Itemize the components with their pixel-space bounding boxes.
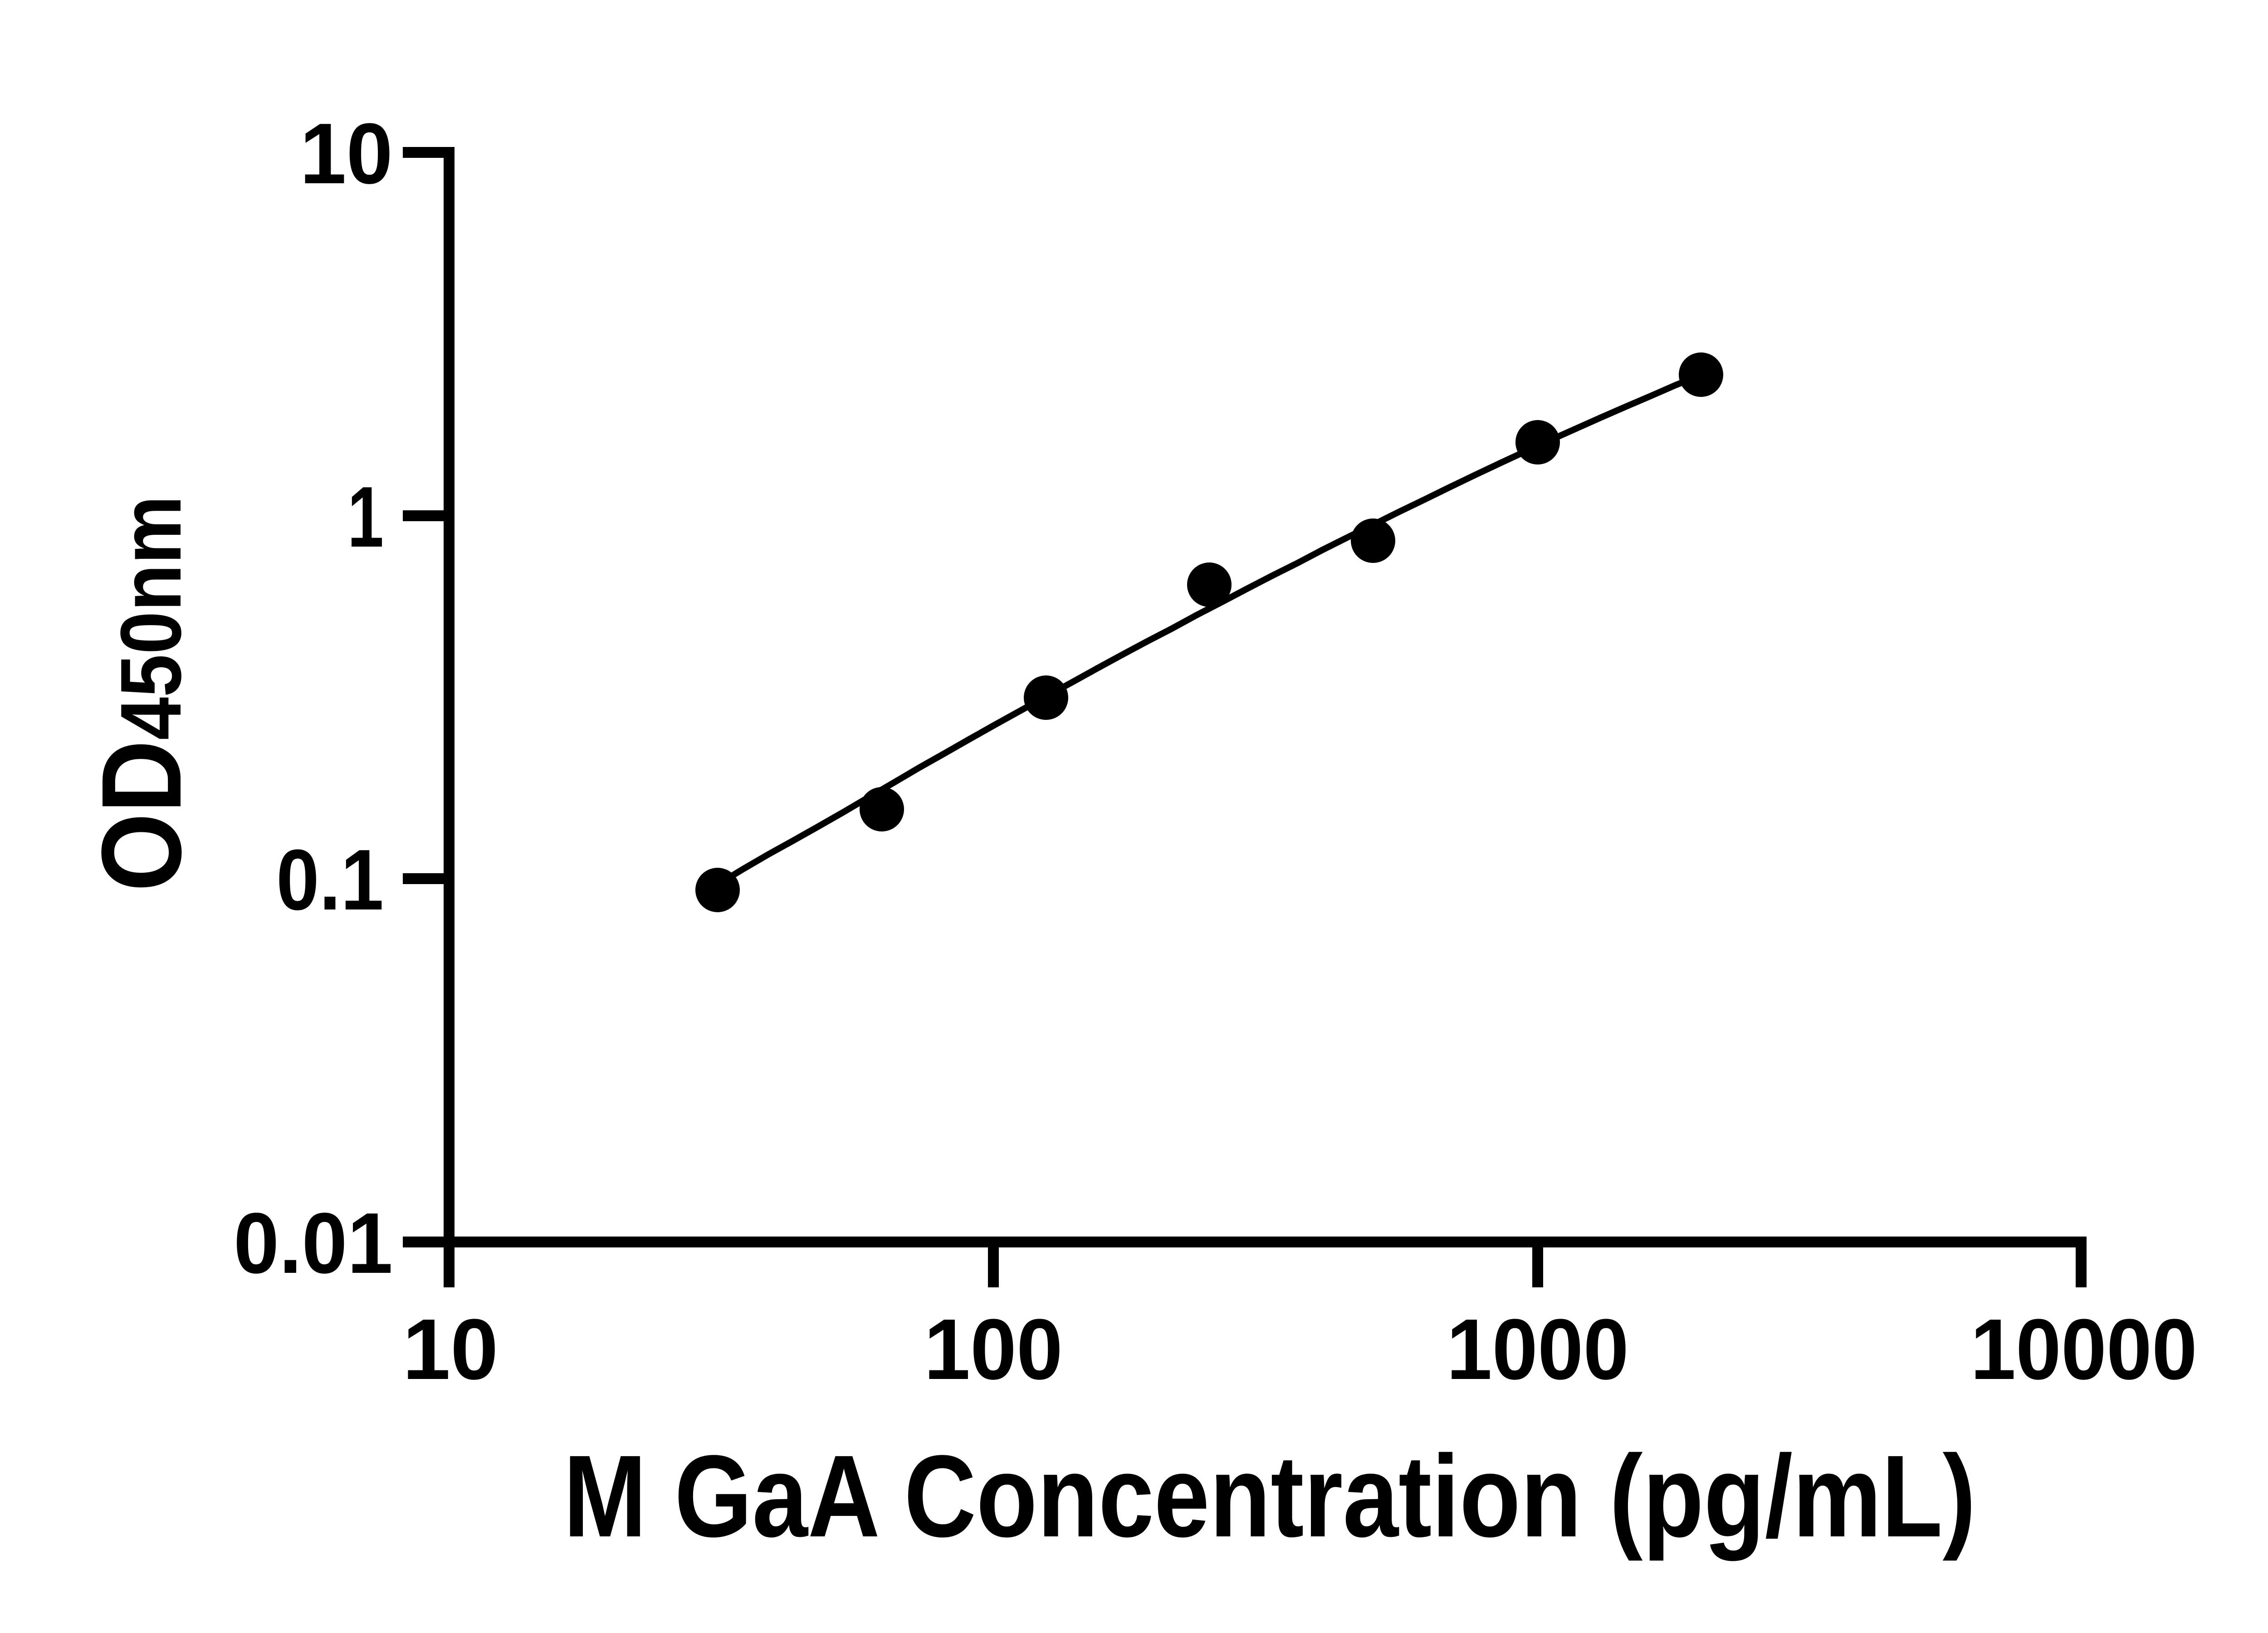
svg-text:M GaA Concentration (pg/mL): M GaA Concentration (pg/mL) xyxy=(563,1431,1976,1562)
svg-text:OD450nm: OD450nm xyxy=(78,496,205,892)
svg-text:0.1: 0.1 xyxy=(276,832,384,928)
svg-text:10: 10 xyxy=(403,1301,499,1398)
svg-text:10: 10 xyxy=(300,106,393,202)
svg-text:10000: 10000 xyxy=(1970,1301,2197,1398)
svg-text:1: 1 xyxy=(347,469,384,565)
svg-text:100: 100 xyxy=(924,1301,1063,1398)
svg-text:0.01: 0.01 xyxy=(234,1195,393,1291)
svg-text:1000: 1000 xyxy=(1447,1301,1629,1398)
